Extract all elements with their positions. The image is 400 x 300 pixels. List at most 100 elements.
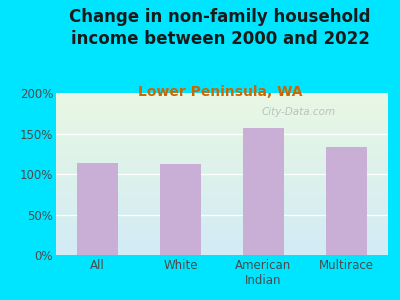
Bar [56,127,388,129]
Bar [56,145,388,146]
Text: Change in non-family household
income between 2000 and 2022: Change in non-family household income be… [69,8,371,48]
Bar [56,192,388,194]
Bar [56,206,388,208]
Bar [56,93,388,94]
Bar [56,242,388,244]
Bar [56,197,388,198]
Bar [56,96,388,98]
Bar [56,189,388,190]
Bar [56,159,388,161]
Bar [56,146,388,148]
Bar [56,232,388,234]
Bar [56,218,388,219]
Bar [56,231,388,232]
Text: City-Data.com: City-Data.com [261,107,336,117]
Bar [56,163,388,164]
Bar [56,223,388,224]
Bar [56,181,388,182]
Bar [56,121,388,122]
Bar [56,151,388,153]
Bar [56,211,388,213]
Bar [56,137,388,138]
Bar [56,210,388,211]
Bar [56,250,388,252]
Bar [56,216,388,218]
Bar [56,182,388,184]
Bar [56,195,388,197]
Bar [56,138,388,140]
Bar [56,124,388,125]
Bar [56,205,388,206]
Bar [56,100,388,101]
Bar [56,187,388,189]
Bar [243,128,284,255]
Bar [56,190,388,192]
Bar [160,164,201,255]
Bar [56,248,388,250]
Text: Lower Peninsula, WA: Lower Peninsula, WA [138,85,302,100]
Bar [56,117,388,119]
Bar [56,221,388,223]
Bar [56,179,388,181]
Bar [326,147,367,255]
Bar [56,154,388,156]
Bar [56,171,388,172]
Bar [56,134,388,135]
Bar [77,164,118,255]
Bar [56,169,388,171]
Bar [56,109,388,111]
Bar [56,176,388,177]
Bar [56,129,388,130]
Bar [56,177,388,179]
Bar [56,185,388,187]
Bar [56,203,388,205]
Bar [56,224,388,226]
Bar [56,116,388,117]
Bar [56,112,388,114]
Bar [56,122,388,124]
Bar [56,214,388,216]
Bar [56,245,388,247]
Bar [56,130,388,132]
Bar [56,143,388,145]
Bar [56,135,388,137]
Bar [56,153,388,154]
Bar [56,227,388,229]
Bar [56,239,388,240]
Bar [56,132,388,134]
Bar [56,240,388,242]
Bar [56,174,388,176]
Bar [56,114,388,116]
Bar [56,229,388,231]
Bar [56,234,388,236]
Bar [56,219,388,221]
Bar [56,252,388,254]
Bar [56,166,388,167]
Bar [56,172,388,174]
Bar [56,226,388,227]
Bar [56,200,388,202]
Bar [56,158,388,159]
Bar [56,236,388,237]
Bar [56,148,388,150]
Bar [56,244,388,245]
Bar [56,106,388,108]
Bar [56,167,388,169]
Bar [56,119,388,121]
Bar [56,156,388,158]
Bar [56,213,388,214]
Bar [56,104,388,106]
Bar [56,237,388,239]
Bar [56,161,388,163]
Bar [56,103,388,104]
Bar [56,247,388,248]
Bar [56,140,388,142]
Bar [56,101,388,103]
Bar [56,108,388,109]
Bar [56,125,388,127]
Bar [56,111,388,112]
Bar [56,150,388,151]
Bar [56,164,388,166]
Bar [56,198,388,200]
Bar [56,184,388,185]
